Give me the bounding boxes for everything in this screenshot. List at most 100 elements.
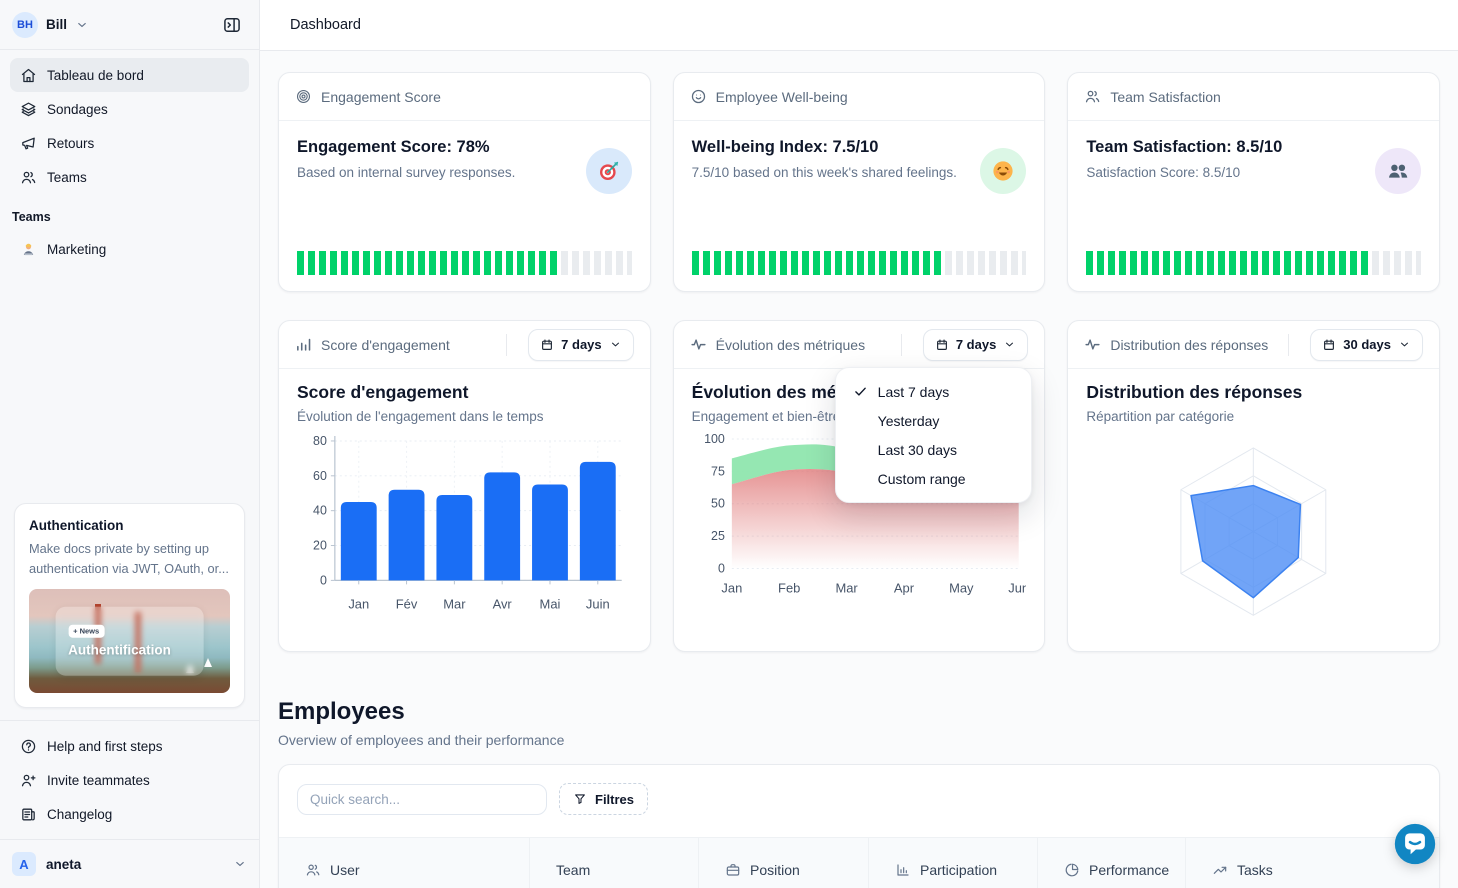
svg-text:Jun: Jun bbox=[1008, 580, 1026, 595]
card-header: Team Satisfaction bbox=[1068, 73, 1439, 121]
news-badge: + News bbox=[68, 624, 105, 638]
workspace-switcher[interactable]: A aneta bbox=[0, 839, 259, 888]
divider bbox=[1288, 333, 1290, 356]
date-range-button[interactable]: 7 days bbox=[528, 328, 634, 361]
chart-cards-row: Score d'engagement 7 days Score d'engage… bbox=[278, 320, 1440, 652]
main-area: Dashboard Engagement Score Engagement Sc… bbox=[260, 0, 1458, 888]
chevron-down-icon bbox=[1003, 338, 1016, 351]
date-range-button[interactable]: 30 days bbox=[1310, 328, 1423, 361]
users-icon bbox=[1084, 88, 1101, 105]
column-header-participation[interactable]: Participation bbox=[868, 838, 1037, 888]
sidebar-item-label: Invite teammates bbox=[47, 772, 150, 788]
card-header-label: Évolution des métriques bbox=[715, 336, 866, 353]
card-header: Distribution des réponses 30 days bbox=[1068, 321, 1439, 369]
sidebar-item-invite[interactable]: Invite teammates bbox=[10, 763, 249, 797]
technologist-emoji-icon bbox=[20, 241, 37, 258]
calendar-icon bbox=[540, 338, 554, 352]
sidebar-item-help[interactable]: Help and first steps bbox=[10, 729, 249, 763]
topbar: Dashboard bbox=[260, 0, 1458, 51]
promo-title: Authentication bbox=[29, 518, 124, 534]
check-placeholder bbox=[852, 441, 869, 458]
chart-subtitle: Engagement et bien-être bbox=[691, 409, 841, 424]
table-header-row: User Team Position Participation Perform… bbox=[279, 837, 1439, 888]
svg-text:80: 80 bbox=[313, 434, 327, 448]
card-header: Score d'engagement 7 days bbox=[279, 321, 650, 369]
menu-item-yesterday[interactable]: Yesterday bbox=[836, 406, 1031, 435]
svg-text:Avr: Avr bbox=[493, 596, 513, 611]
svg-text:Juin: Juin bbox=[586, 596, 610, 611]
metrics-evolution-card: Évolution des métriques 7 days Évolution… bbox=[672, 320, 1046, 652]
filters-label: Filtres bbox=[595, 791, 635, 807]
bar-chart-axis-icon bbox=[895, 862, 911, 878]
card-body: Distribution des réponses Répartition pa… bbox=[1068, 369, 1439, 651]
svg-text:Jan: Jan bbox=[348, 596, 369, 611]
user-avatar[interactable]: BH bbox=[12, 11, 38, 38]
activity-icon bbox=[1084, 336, 1101, 353]
user-plus-icon bbox=[20, 772, 37, 789]
promo-description: Make docs private by setting up authenti… bbox=[29, 541, 229, 577]
stat-title: Well-being Index: 7.5/10 bbox=[691, 138, 879, 156]
chart-title: Distribution des réponses bbox=[1086, 382, 1303, 402]
svg-text:40: 40 bbox=[313, 504, 327, 518]
date-range-label: 30 days bbox=[1343, 337, 1391, 352]
employees-section-header: Employees Overview of employees and thei… bbox=[278, 698, 1440, 748]
chat-widget-button[interactable] bbox=[1393, 822, 1437, 866]
user-name[interactable]: Bill bbox=[46, 17, 68, 32]
menu-item-label: Last 7 days bbox=[877, 383, 950, 400]
chevron-down-icon bbox=[233, 857, 247, 871]
sidebar-item-surveys[interactable]: Sondages bbox=[10, 92, 249, 126]
sidebar-user-row: BH Bill bbox=[0, 0, 259, 50]
search-input[interactable] bbox=[297, 783, 547, 815]
panel-collapse-icon bbox=[222, 15, 242, 35]
sidebar: BH Bill Tableau de bord Sondages Retours… bbox=[0, 0, 260, 888]
response-distribution-card: Distribution des réponses 30 days Distri… bbox=[1067, 320, 1440, 652]
teams-list: Marketing bbox=[0, 232, 259, 266]
chart-title: Score d'engagement bbox=[297, 382, 469, 402]
sidebar-item-label: Tableau de bord bbox=[47, 67, 144, 83]
sidebar-collapse-button[interactable] bbox=[217, 10, 247, 40]
menu-item-custom-range[interactable]: Custom range bbox=[836, 464, 1031, 493]
workspace-avatar: A bbox=[12, 852, 36, 876]
date-range-label: 7 days bbox=[561, 337, 602, 352]
stat-subtitle: Satisfaction Score: 8.5/10 bbox=[1086, 165, 1241, 180]
date-range-button[interactable]: 7 days bbox=[922, 328, 1029, 361]
menu-item-last-7-days[interactable]: Last 7 days bbox=[836, 377, 1031, 406]
card-header-label: Employee Well-being bbox=[715, 88, 848, 105]
column-header-user[interactable]: User bbox=[279, 838, 529, 888]
help-circle-icon bbox=[20, 738, 37, 755]
team-item-marketing[interactable]: Marketing bbox=[10, 232, 249, 266]
sidebar-footer-nav: Help and first steps Invite teammates Ch… bbox=[0, 720, 259, 839]
sidebar-item-changelog[interactable]: Changelog bbox=[10, 797, 249, 831]
svg-text:Jan: Jan bbox=[721, 580, 742, 595]
card-body: Engagement Score: 78% Based on internal … bbox=[279, 121, 650, 291]
column-header-team[interactable]: Team bbox=[529, 838, 698, 888]
smiling-face-emoji-icon bbox=[991, 159, 1015, 183]
menu-item-last-30-days[interactable]: Last 30 days bbox=[836, 435, 1031, 464]
newspaper-icon bbox=[20, 806, 37, 823]
column-header-performance[interactable]: Performance bbox=[1037, 838, 1185, 888]
card-header: Employee Well-being bbox=[673, 73, 1045, 121]
activity-icon bbox=[690, 336, 707, 353]
sidebar-item-teams[interactable]: Teams bbox=[10, 160, 249, 194]
promo-card[interactable]: Authentication Make docs private by sett… bbox=[14, 503, 245, 708]
svg-text:Feb: Feb bbox=[778, 580, 800, 595]
promo-image-title: Authentification bbox=[68, 642, 171, 658]
card-header-label: Distribution des réponses bbox=[1110, 336, 1269, 353]
layers-icon bbox=[20, 101, 37, 118]
employees-title: Employees bbox=[278, 698, 405, 725]
column-header-position[interactable]: Position bbox=[698, 838, 868, 888]
filters-button[interactable]: Filtres bbox=[559, 783, 649, 815]
sidebar-item-dashboard[interactable]: Tableau de bord bbox=[10, 58, 249, 92]
date-range-label: 7 days bbox=[955, 337, 997, 352]
progress-fill bbox=[1086, 251, 1371, 275]
chevron-down-icon[interactable] bbox=[75, 18, 89, 32]
column-header-tasks[interactable]: Tasks bbox=[1185, 838, 1439, 888]
wellbeing-card: Employee Well-being Well-being Index: 7.… bbox=[672, 72, 1046, 292]
promo-image[interactable]: + News Authentification bbox=[29, 589, 230, 693]
sidebar-item-feedback[interactable]: Retours bbox=[10, 126, 249, 160]
sailboat-graphic bbox=[204, 658, 212, 667]
svg-text:50: 50 bbox=[711, 497, 725, 511]
stat-cards-row: Engagement Score Engagement Score: 78% B… bbox=[278, 72, 1440, 292]
teams-section-label: Teams bbox=[12, 210, 51, 224]
employees-table-card: Filtres User Team Position Participation bbox=[278, 764, 1440, 888]
